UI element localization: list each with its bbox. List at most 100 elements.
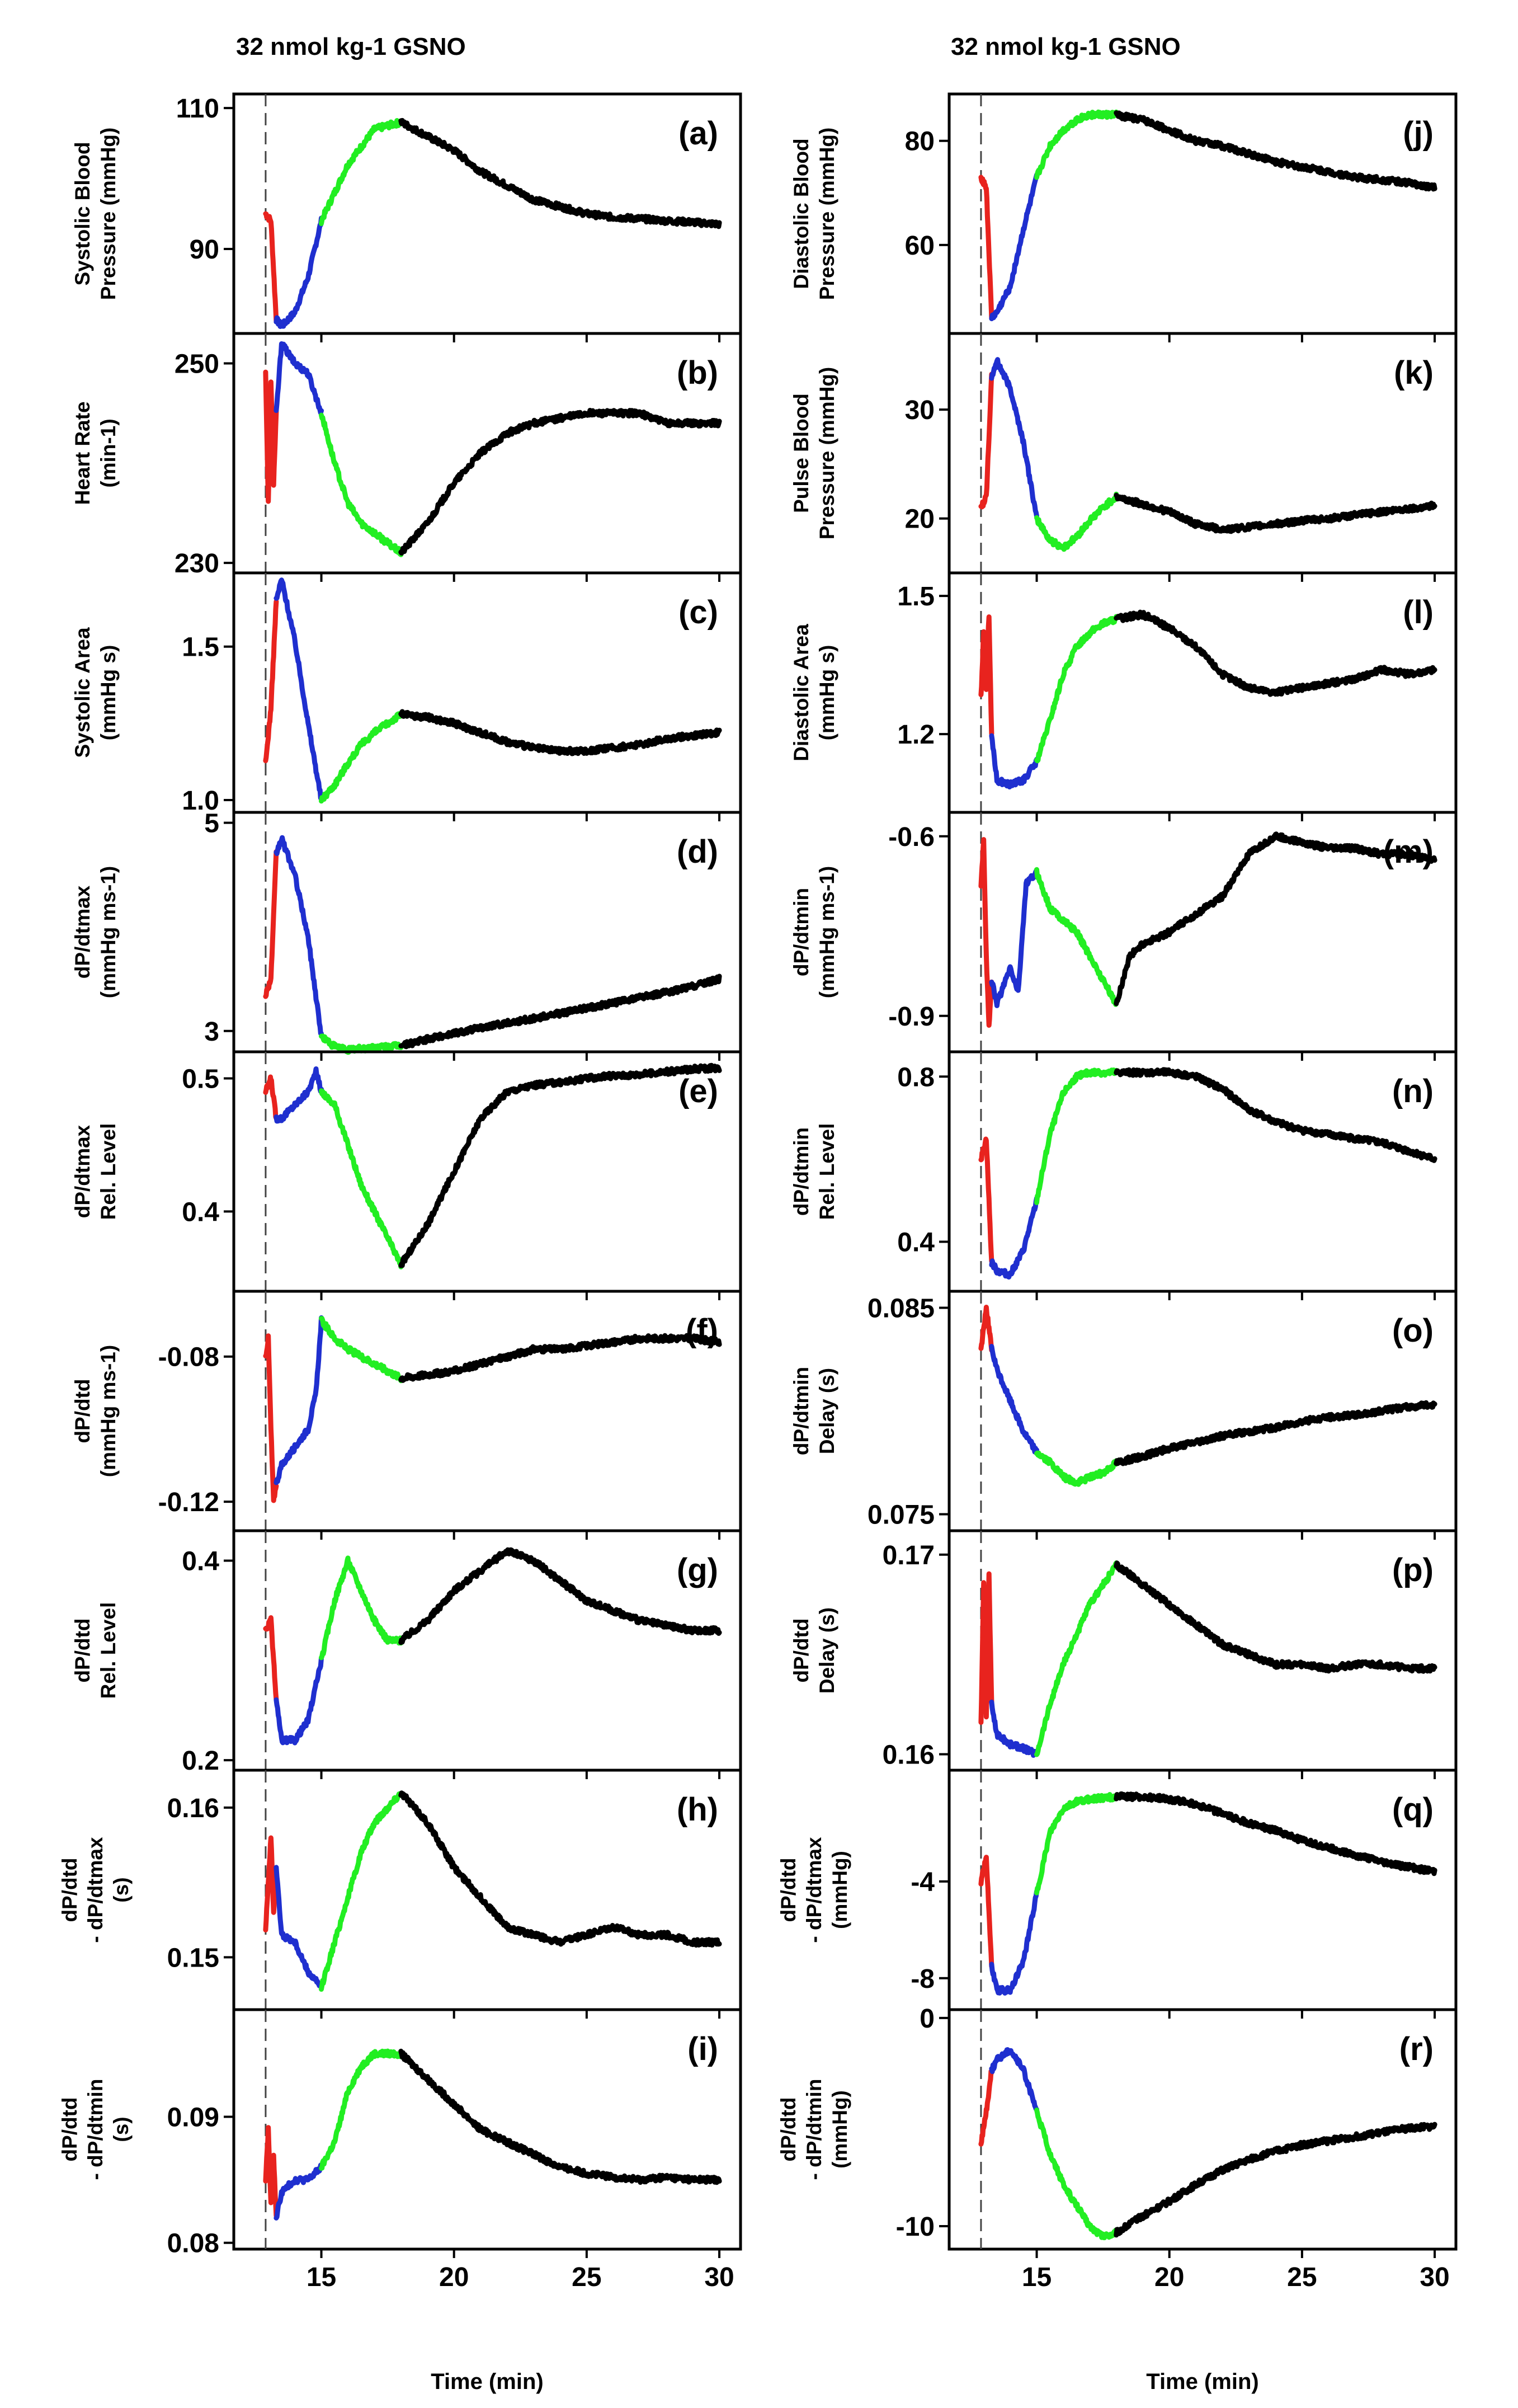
ytick-label-q-0: -8 <box>911 1964 935 1994</box>
series-e-phase-1 <box>263 1074 279 1121</box>
ylabel-m-1: (mmHg ms-1) <box>815 866 838 998</box>
series-j-phase-4 <box>1114 110 1437 192</box>
series-m-phase-2 <box>989 867 1039 1008</box>
ylabel-c-1: (mmHg s) <box>97 645 120 741</box>
ytick-label-l-1: 1.5 <box>897 582 935 612</box>
ylabel-e-1: Rel. Level <box>97 1123 120 1220</box>
panel-i: 0.08 0.09 15 20 25 30 (i) dP/dtd - dP/dtmin (s) <box>58 2008 742 2292</box>
xtick-label-i-0: 15 <box>307 2263 336 2292</box>
ytick-label-c-0: 1.0 <box>182 786 219 816</box>
series-k-phase-4 <box>1114 492 1437 534</box>
series-i-phase-4 <box>398 2048 722 2185</box>
ylabel-f-0: dP/dtd <box>71 1379 94 1443</box>
ytick-label-f-0: -0.12 <box>158 1488 219 1517</box>
panel-l: 1.2 1.5 (l) Diastolic Area (mmHg s) <box>790 571 1458 821</box>
xtick-label-r-2: 25 <box>1287 2263 1317 2292</box>
panel-label-d: (d) <box>677 834 718 870</box>
panel-n: 0.4 0.8 (n) dP/dtmin Rel. Level <box>790 1050 1458 1300</box>
series-k-phase-2 <box>989 357 1039 519</box>
panel-label-l: (l) <box>1403 594 1434 631</box>
series-l-phase-3 <box>1034 614 1119 764</box>
ytick-label-k-1: 30 <box>905 396 935 425</box>
series-a-phase-3 <box>319 118 404 227</box>
panel-label-h: (h) <box>677 1791 718 1828</box>
panel-j: 60 80 (j) Diastolic Blood Pressure (mmHg) <box>790 92 1458 342</box>
ylabel-o-0: dP/dtmin <box>790 1367 813 1455</box>
ytick-label-g-1: 0.4 <box>182 1547 219 1577</box>
ytick-label-h-0: 0.15 <box>167 1943 219 1973</box>
series-q-phase-2 <box>989 1889 1039 1996</box>
series-l-phase-4 <box>1114 609 1437 697</box>
ylabel-b-1: (min-1) <box>97 418 120 487</box>
panel-frame-r <box>947 2008 1458 2251</box>
ylabel-i-2: (s) <box>110 2117 133 2142</box>
series-b-phase-3 <box>319 412 404 557</box>
series-d-phase-4 <box>398 973 722 1050</box>
series-f-phase-1 <box>263 1333 279 1503</box>
ylabel-k-1: Pressure (mmHg) <box>815 367 838 539</box>
ytick-label-n-0: 0.4 <box>897 1227 935 1257</box>
xtick-label-i-2: 25 <box>572 2263 601 2292</box>
series-c-phase-4 <box>398 709 722 756</box>
series-q-phase-4 <box>1114 1791 1437 1876</box>
series-f-phase-4 <box>398 1333 722 1383</box>
ytick-label-h-1: 0.16 <box>167 1794 219 1823</box>
ytick-label-j-1: 80 <box>905 127 935 157</box>
header-right: 32 nmol kg-1 GSNO <box>951 33 1181 60</box>
series-i-phase-3 <box>319 2048 404 2171</box>
ylabel-e-0: dP/dtmax <box>71 1125 94 1218</box>
panel-a: 90 110 (a) Systolic Blood Pressure (mmHg) <box>71 92 742 342</box>
panel-o: 0.075 0.085 (o) dP/dtmin Delay (s) <box>790 1290 1458 1540</box>
x-axis-label-left: Time (min) <box>431 2369 544 2394</box>
series-e-phase-2 <box>274 1066 324 1124</box>
panel-label-b: (b) <box>677 355 718 391</box>
ytick-label-k-0: 20 <box>905 505 935 534</box>
series-a-phase-2 <box>274 215 324 329</box>
xtick-label-r-3: 30 <box>1420 2263 1449 2292</box>
series-c-phase-2 <box>274 577 324 801</box>
series-f-phase-3 <box>319 1316 404 1384</box>
panel-label-j: (j) <box>1403 115 1434 152</box>
series-i-phase-1 <box>263 2125 279 2218</box>
ytick-label-e-1: 0.5 <box>182 1065 219 1094</box>
ylabel-a-1: Pressure (mmHg) <box>97 128 120 300</box>
ytick-label-p-0: 0.16 <box>883 1740 935 1770</box>
panel-label-i: (i) <box>687 2031 718 2067</box>
series-p-phase-1 <box>978 1571 994 1725</box>
panel-label-r: (r) <box>1399 2031 1434 2067</box>
ytick-label-r-1: 0 <box>920 2004 935 2034</box>
series-j-phase-3 <box>1034 109 1119 180</box>
series-k-phase-1 <box>978 371 994 510</box>
ylabel-r-1: - dP/dtmin <box>803 2079 826 2180</box>
series-p-phase-3 <box>1034 1560 1119 1757</box>
series-h-phase-3 <box>319 1791 404 1992</box>
ylabel-p-0: dP/dtd <box>790 1618 813 1682</box>
series-k-phase-3 <box>1034 491 1119 552</box>
panel-c: 1.0 1.5 (c) Systolic Area (mmHg s) <box>71 571 742 821</box>
series-o-phase-2 <box>989 1344 1039 1455</box>
ytick-label-r-0: -10 <box>896 2212 935 2242</box>
panel-b: 230 250 (b) Heart Rate (min-1) <box>71 332 742 582</box>
series-e-phase-3 <box>319 1088 404 1269</box>
ylabel-j-1: Pressure (mmHg) <box>815 128 838 300</box>
series-b-phase-4 <box>398 408 722 556</box>
ylabel-i-0: dP/dtd <box>58 2097 81 2161</box>
ylabel-p-1: Delay (s) <box>815 1607 838 1694</box>
series-h-phase-1 <box>263 1835 279 1932</box>
series-n-phase-1 <box>978 1136 994 1264</box>
series-g-phase-2 <box>274 1655 324 1746</box>
ylabel-l-0: Diastolic Area <box>790 624 813 761</box>
ytick-label-o-1: 0.085 <box>868 1294 935 1324</box>
ylabel-q-0: dP/dtd <box>777 1857 800 1922</box>
ytick-label-b-0: 230 <box>175 549 219 579</box>
ytick-label-d-1: 5 <box>204 809 219 839</box>
ylabel-h-0: dP/dtd <box>58 1857 81 1922</box>
series-a-phase-4 <box>398 117 722 229</box>
ytick-label-j-0: 60 <box>905 231 935 261</box>
ytick-label-l-0: 1.2 <box>897 720 935 750</box>
ylabel-k-0: Pulse Blood <box>790 393 813 513</box>
ylabel-q-1: - dP/dtmax <box>803 1837 826 1943</box>
series-m-phase-4 <box>1114 831 1437 1007</box>
ytick-label-m-0: -0.9 <box>888 1002 935 1032</box>
